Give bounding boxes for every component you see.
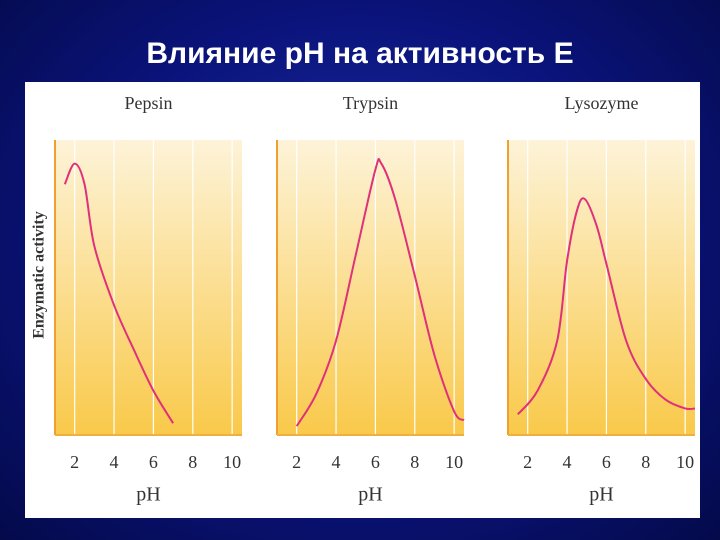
x-tick-label: 8 (410, 452, 419, 472)
chart-title: Lysozyme (565, 93, 639, 113)
x-tick-label: 2 (70, 452, 79, 472)
x-tick-label: 6 (371, 452, 380, 472)
plot-area (508, 140, 695, 435)
chart-title: Trypsin (343, 93, 398, 113)
activity-curve (63, 162, 174, 424)
plot-area (277, 140, 464, 435)
y-axis-label: Enzymatic activity (31, 211, 48, 339)
x-tick-label: 8 (188, 452, 197, 472)
x-tick-label: 10 (445, 452, 463, 472)
activity-curve (295, 157, 465, 427)
x-axis-label: pH (136, 484, 160, 506)
x-tick-label: 4 (563, 452, 572, 472)
x-tick-label: 2 (292, 452, 301, 472)
activity-curve (517, 197, 696, 416)
x-axis-label: pH (589, 484, 613, 506)
plot-area (55, 140, 242, 435)
chart-title: Pepsin (124, 93, 172, 113)
x-tick-label: 6 (602, 452, 611, 472)
slide-title: Влияние pH на активность Е (146, 37, 573, 70)
x-tick-label: 8 (641, 452, 650, 472)
x-tick-label: 2 (523, 452, 532, 472)
x-tick-label: 10 (223, 452, 241, 472)
x-axis-label: pH (358, 484, 382, 506)
x-tick-label: 4 (332, 452, 341, 472)
x-tick-label: 6 (149, 452, 158, 472)
x-tick-label: 10 (676, 452, 694, 472)
x-tick-label: 4 (110, 452, 119, 472)
